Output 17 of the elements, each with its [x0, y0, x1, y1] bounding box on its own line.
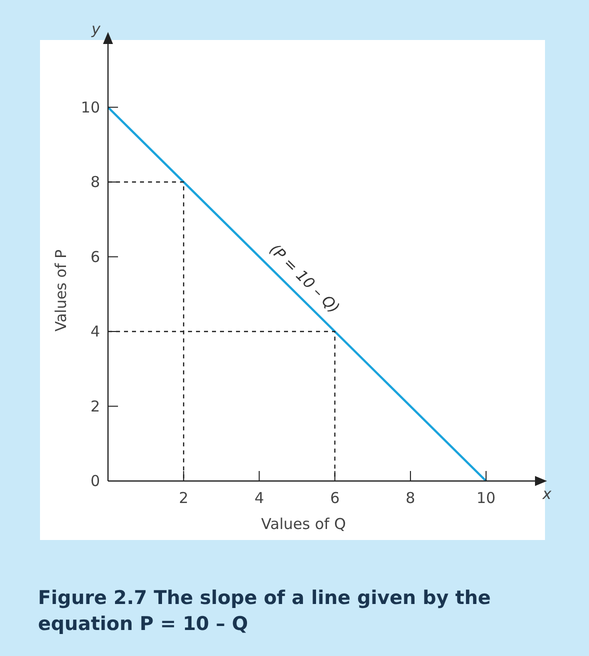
text: y [90, 20, 102, 38]
x-tick-label: 8 [406, 489, 416, 507]
y-tick-label: 0 [90, 472, 100, 490]
x-tick-label: 10 [476, 489, 496, 507]
x-tick-label: 2 [178, 489, 188, 507]
y-tick-label: 10 [80, 98, 100, 116]
y-tick-label: 4 [90, 322, 100, 341]
annotation: (P = 10 – Q) [266, 240, 344, 317]
text: Figure 2.7 The slope of a line given by the equation P = 10 – Q [38, 587, 491, 635]
y-axis-title: Values of P [52, 249, 70, 332]
x-tick-label: 6 [330, 489, 340, 507]
text: x [542, 485, 552, 503]
x-tick-label: 4 [254, 489, 264, 507]
y-tick-label: 6 [90, 248, 100, 266]
y-tick-label: 8 [90, 173, 100, 192]
y-tick-label: 2 [90, 397, 100, 416]
x-axis-title: Values of Q [261, 515, 346, 533]
